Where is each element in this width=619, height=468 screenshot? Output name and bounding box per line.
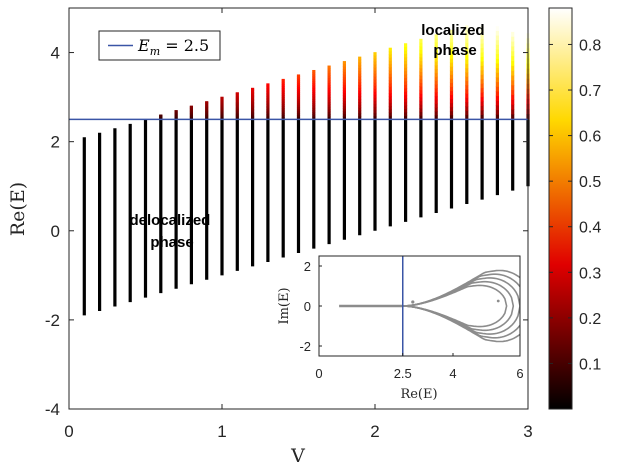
colorbar-tick-label: 0.1	[579, 356, 601, 373]
inset-x-axis-label: Re(E)	[400, 387, 437, 402]
inset-x-ticks: 0 2.5 4 6	[315, 353, 524, 381]
y-axis-label: Re(E)	[7, 182, 29, 236]
y-tick-label: -4	[45, 400, 60, 419]
inset-x-tick-label: 2.5	[394, 366, 412, 381]
inset-x-tick-label: 4	[449, 366, 456, 381]
x-tick-label: 3	[523, 422, 532, 441]
main-data-columns	[82, 7, 530, 316]
colorbar-tick-label: 0.7	[579, 83, 601, 100]
main-x-ticks: 0 1 2 3	[64, 8, 533, 441]
inset-point	[496, 299, 500, 303]
colorbar: 0.1 0.2 0.3 0.4 0.5 0.6 0.7 0.8	[548, 7, 601, 410]
legend: Em = 2.5	[98, 30, 221, 61]
x-tick-label: 1	[217, 422, 226, 441]
inset-y-tick-label: 2	[304, 259, 311, 274]
main-plot-frame	[68, 7, 529, 410]
x-axis-label: V	[290, 445, 305, 467]
localized-phase-label: localized phase	[421, 22, 489, 59]
y-tick-label: 4	[51, 44, 60, 63]
colorbar-tick-label: 0.6	[579, 129, 601, 146]
main-plot: 0 1 2 3 -4 -2 0 2 4 V Re(E) Em = 2.5 localized …	[7, 7, 533, 467]
y-tick-label: -2	[45, 311, 60, 330]
inset-data	[339, 269, 520, 343]
colorbar-tick-label: 0.2	[579, 311, 601, 328]
x-tick-label: 2	[370, 422, 379, 441]
main-y-ticks: -4 -2 0 2 4	[45, 44, 528, 419]
inset-x-tick-label: 0	[315, 366, 322, 381]
inset-y-ticks: -2 0 2	[299, 259, 322, 354]
inset-y-tick-label: -2	[299, 339, 311, 354]
colorbar-tick-label: 0.8	[579, 37, 601, 54]
colorbar-ticks: 0.1 0.2 0.3 0.4 0.5 0.6 0.7 0.8	[549, 37, 601, 373]
colorbar-tick-label: 0.3	[579, 265, 601, 282]
inset-clip-group	[339, 269, 520, 343]
inset-point	[411, 300, 415, 304]
y-tick-label: 0	[51, 222, 60, 241]
colorbar-tick-label: 0.5	[579, 174, 601, 191]
inset-y-tick-label: 0	[304, 299, 311, 314]
inset-plot: 0 2.5 4 6 -2 0 2 Re(E) Im(E)	[277, 255, 524, 402]
x-tick-label: 0	[64, 422, 73, 441]
inset-loop	[402, 269, 520, 343]
delocalized-phase-label: delocalized phase	[129, 212, 214, 251]
colorbar-gradient	[548, 7, 573, 410]
legend-label: Em = 2.5	[137, 36, 209, 58]
inset-x-tick-label: 6	[516, 366, 523, 381]
colorbar-tick-label: 0.4	[579, 220, 601, 237]
inset-y-axis-label: Im(E)	[277, 287, 292, 324]
y-tick-label: 2	[51, 133, 60, 152]
